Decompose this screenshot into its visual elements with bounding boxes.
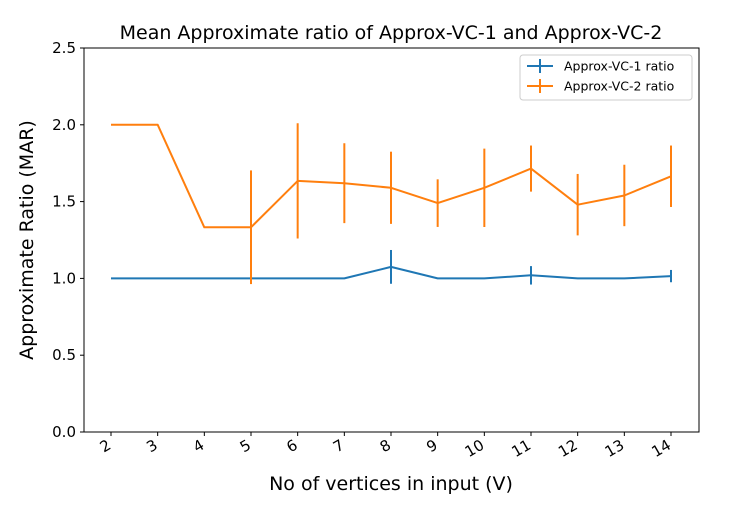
y-tick-label: 0.0 bbox=[52, 423, 76, 441]
y-tick-label: 2.0 bbox=[52, 116, 76, 134]
x-tick-label: 9 bbox=[423, 436, 440, 456]
legend-label: Approx-VC-1 ratio bbox=[564, 59, 674, 74]
y-axis-label: Approximate Ratio (MAR) bbox=[16, 120, 38, 360]
y-axis: 0.0 0.5 1.0 1.5 2.0 2.5 bbox=[52, 39, 84, 441]
series-1 bbox=[111, 249, 672, 285]
series-layer bbox=[111, 123, 672, 285]
y-tick-label: 0.5 bbox=[52, 346, 76, 364]
x-axis-label: No of vertices in input (V) bbox=[269, 473, 513, 495]
chart-title: Mean Approximate ratio of Approx-VC-1 an… bbox=[120, 22, 663, 44]
x-tick-label: 8 bbox=[377, 436, 394, 456]
x-tick-label: 2 bbox=[97, 436, 114, 456]
series-2 bbox=[111, 123, 672, 285]
x-tick-label: 6 bbox=[283, 436, 300, 456]
x-tick-label: 3 bbox=[143, 436, 160, 456]
x-tick-label: 5 bbox=[237, 436, 254, 456]
y-tick-label: 1.0 bbox=[52, 269, 76, 287]
plot-frame bbox=[83, 47, 700, 433]
legend: Approx-VC-1 ratio Approx-VC-2 ratio bbox=[519, 54, 693, 101]
y-tick-label: 2.5 bbox=[52, 39, 76, 57]
plot-area bbox=[83, 47, 700, 433]
x-tick-label: 12 bbox=[555, 436, 581, 461]
legend-frame bbox=[519, 54, 693, 101]
y-tick-label: 1.5 bbox=[52, 193, 76, 211]
x-axis: 2 3 4 5 6 7 8 9 10 11 12 13 14 bbox=[97, 432, 674, 461]
legend-label: Approx-VC-2 ratio bbox=[564, 79, 674, 94]
x-tick-label: 14 bbox=[648, 436, 674, 461]
x-tick-label: 10 bbox=[462, 436, 488, 461]
x-tick-label: 4 bbox=[190, 436, 207, 456]
x-tick-label: 11 bbox=[508, 436, 534, 461]
x-tick-label: 7 bbox=[330, 436, 347, 456]
x-tick-label: 13 bbox=[602, 436, 628, 461]
